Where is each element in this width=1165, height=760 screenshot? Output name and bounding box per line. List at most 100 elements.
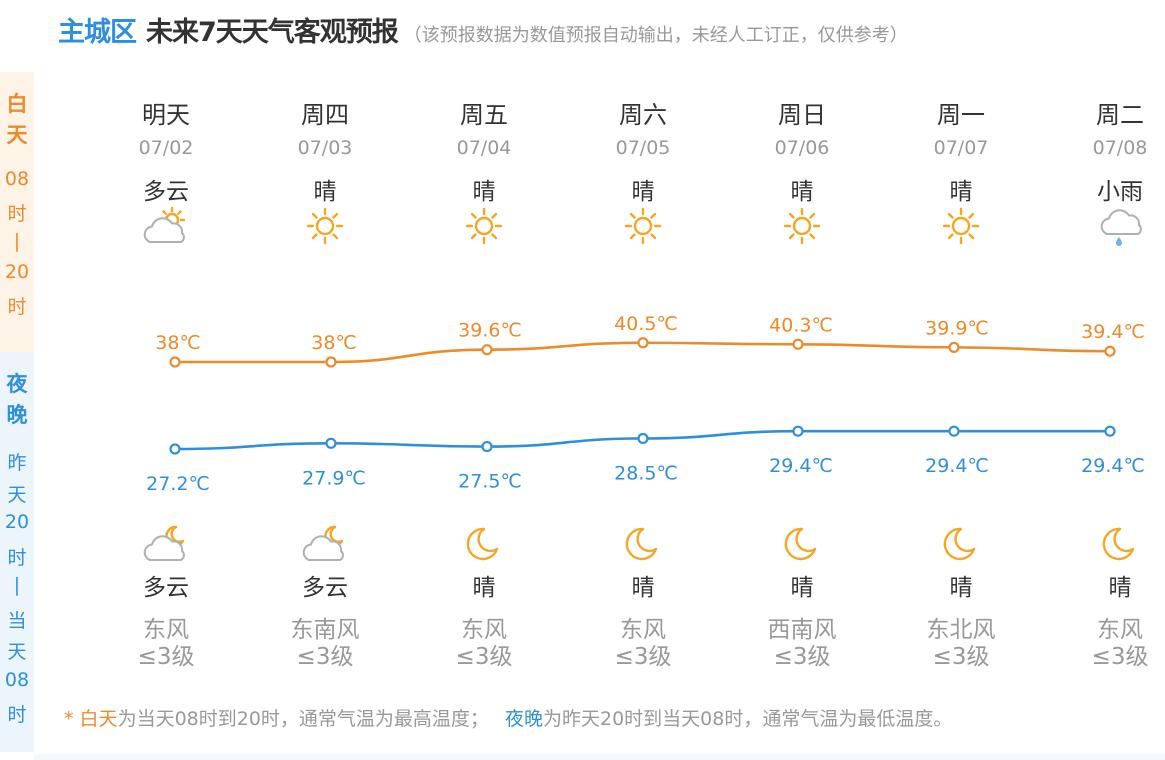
day-name: 明天	[142, 101, 190, 129]
night-weather: 多云	[143, 575, 189, 601]
moon-icon	[727, 522, 877, 566]
day-weather: 多云	[143, 179, 189, 205]
high-temp-point[interactable]	[481, 344, 493, 356]
sun-icon	[250, 204, 400, 248]
high-temp-point[interactable]	[792, 338, 804, 350]
day-weather: 晴	[790, 179, 814, 205]
wind-direction: 东风	[143, 617, 189, 643]
day-range-char: 20	[4, 261, 30, 283]
sun-icon	[409, 204, 559, 248]
nighttime-side-label: 夜 晚 昨 天 20 时 | 当 天 08 时	[0, 352, 34, 752]
low-temp-point[interactable]	[1104, 425, 1116, 437]
low-temp-point[interactable]	[948, 425, 960, 437]
sun-icon	[886, 204, 1036, 248]
low-temp-point[interactable]	[637, 432, 649, 445]
high-temp-label: 39.4℃	[1081, 321, 1145, 343]
day-label-char: 天	[6, 123, 28, 147]
moon-icon	[568, 522, 718, 566]
wind-level: ≤3级	[932, 644, 990, 670]
night-range-char: 天	[7, 483, 27, 506]
low-temp-point[interactable]	[792, 425, 804, 437]
day-name: 周五	[460, 101, 508, 129]
high-temp-point[interactable]	[948, 341, 960, 353]
forecast-day-column[interactable]: 明天 07/02 多云 多云 东风 ≤3级	[91, 80, 241, 680]
low-temp-label: 27.2℃	[146, 473, 210, 495]
footer-day-word: 白天	[79, 708, 118, 730]
night-range-char: 天	[7, 641, 27, 663]
day-date: 07/07	[933, 137, 989, 159]
light-rain-icon	[1045, 204, 1165, 248]
day-name: 周日	[778, 101, 826, 129]
night-range-char: |	[13, 574, 21, 596]
forecast-day-column[interactable]: 周四 07/03 晴 多云 东南风 ≤3级	[250, 80, 400, 680]
day-date: 07/04	[456, 137, 512, 159]
night-weather: 晴	[949, 575, 973, 601]
day-weather: 晴	[313, 179, 337, 205]
forecast-day-column[interactable]: 周二 07/08 小雨 晴 东风 ≤3级	[1045, 80, 1165, 680]
footer-day-text: 为当天08时到20时，通常气温为最高温度；	[117, 708, 489, 730]
wind-direction: 东南风	[290, 617, 360, 643]
high-temp-label: 40.3℃	[769, 314, 833, 336]
high-temp-point[interactable]	[169, 356, 181, 368]
wind-direction: 东风	[461, 617, 507, 643]
night-range-char: 08	[4, 668, 30, 691]
high-temp-point[interactable]	[325, 356, 337, 368]
day-date: 07/02	[138, 137, 194, 159]
partly-cloudy-night-icon	[250, 522, 400, 566]
day-range-char: 时	[7, 203, 27, 225]
sun-icon	[568, 204, 718, 248]
night-range-char: 当	[7, 609, 27, 632]
location-title[interactable]: 主城区	[58, 17, 137, 48]
low-temp-label: 27.9℃	[302, 467, 366, 489]
night-range-char: 20	[4, 511, 30, 533]
footer-night-text: 为昨天20时到当天08时，通常气温为最低温度。	[542, 708, 953, 730]
day-label-char: 白	[6, 92, 28, 116]
day-range-char: 时	[7, 296, 27, 318]
day-name: 周一	[937, 101, 985, 129]
wind-direction: 东风	[620, 617, 666, 643]
day-range-char: 08	[4, 168, 30, 190]
forecast-day-column[interactable]: 周六 07/05 晴 晴 东风 ≤3级	[568, 80, 718, 680]
high-temp-label: 38℃	[311, 332, 357, 354]
night-weather: 多云	[302, 575, 348, 601]
high-temp-point[interactable]	[637, 337, 649, 349]
day-date: 07/03	[297, 137, 353, 159]
forecast-day-column[interactable]: 周五 07/04 晴 晴 东风 ≤3级	[409, 80, 559, 680]
wind-level: ≤3级	[1091, 644, 1149, 670]
moon-icon	[1045, 522, 1165, 566]
day-name: 周四	[301, 101, 349, 129]
day-weather: 晴	[631, 179, 655, 205]
forecast-day-column[interactable]: 周日 07/06 晴 晴 西南风 ≤3级	[727, 80, 877, 680]
daytime-side-label: 白 天 08 时 | 20 时	[0, 72, 34, 352]
night-label-char: 晚	[6, 403, 28, 427]
low-temp-point[interactable]	[325, 437, 337, 449]
page-header: 主城区 未来7天天气客观预报 （该预报数据为数值预报自动输出，未经人工订正，仅供…	[58, 10, 908, 50]
low-temp-point[interactable]	[169, 443, 181, 455]
day-weather: 晴	[472, 179, 496, 205]
forecast-day-column[interactable]: 周一 07/07 晴 晴 东北风 ≤3级	[886, 80, 1036, 680]
day-range-char: |	[13, 230, 21, 252]
wind-level: ≤3级	[455, 644, 513, 670]
low-temp-label: 29.4℃	[925, 455, 989, 477]
partly-cloudy-day-icon	[91, 204, 241, 248]
low-temp-label: 29.4℃	[1081, 455, 1145, 477]
high-temp-label: 39.6℃	[458, 320, 522, 342]
high-temp-point[interactable]	[1104, 345, 1116, 357]
night-weather: 晴	[472, 575, 496, 601]
high-temp-label: 39.9℃	[925, 317, 989, 339]
disclaimer-note: （该预报数据为数值预报自动输出，未经人工订正，仅供参考）	[403, 25, 908, 46]
night-weather: 晴	[790, 575, 814, 601]
bottom-divider	[34, 754, 1165, 760]
wind-direction: 东风	[1097, 617, 1143, 643]
moon-icon	[886, 522, 1036, 566]
wind-level: ≤3级	[296, 644, 354, 670]
wind-direction: 西南风	[767, 617, 837, 643]
wind-level: ≤3级	[137, 644, 195, 670]
low-temp-point[interactable]	[481, 440, 493, 453]
night-weather: 晴	[1108, 575, 1132, 601]
day-weather: 晴	[949, 179, 973, 205]
high-temp-label: 40.5℃	[614, 313, 678, 335]
night-range-char: 时	[7, 546, 27, 569]
wind-direction: 东北风	[926, 617, 996, 643]
